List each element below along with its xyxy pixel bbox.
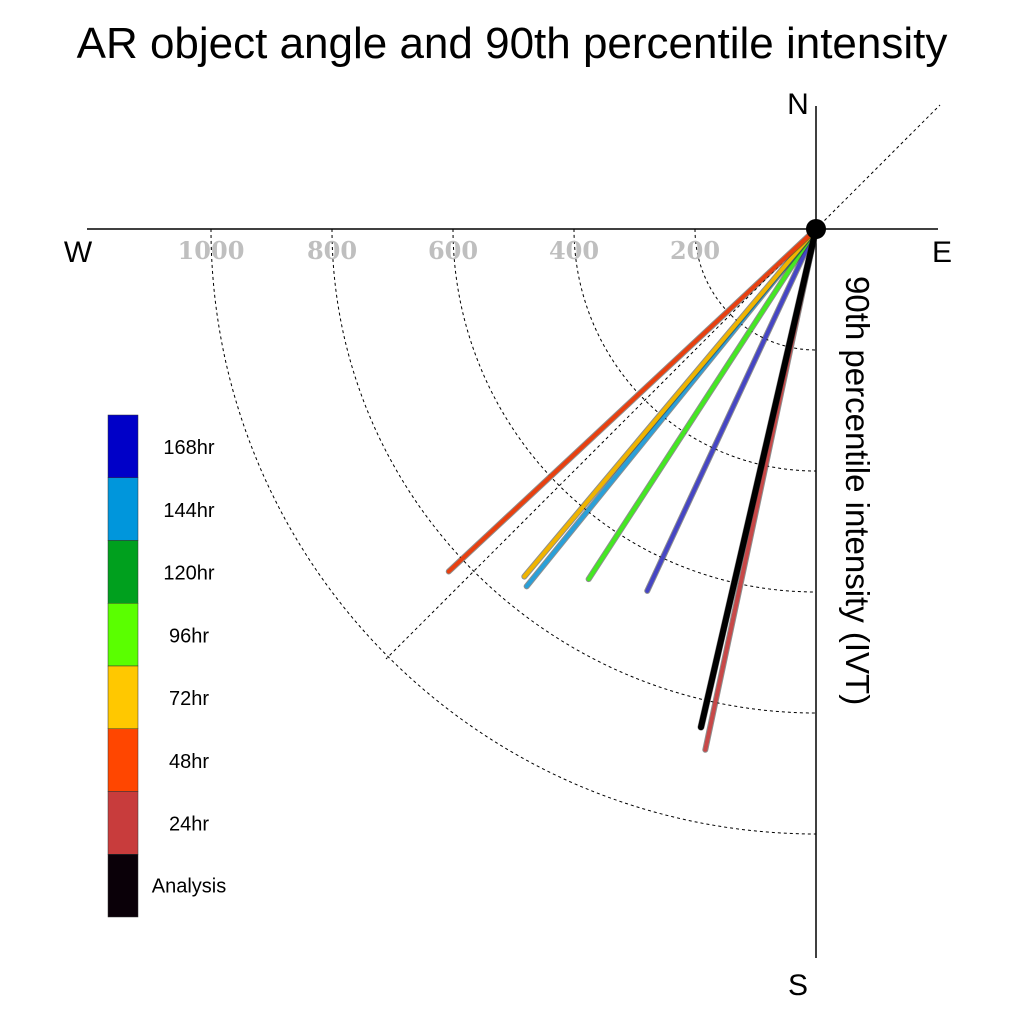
vector-96hr — [585, 226, 819, 583]
legend-swatch-24hr — [107, 791, 139, 855]
legend-swatch-144hr — [107, 477, 139, 541]
chart-title: AR object angle and 90th percentile inte… — [77, 19, 948, 68]
compass-west: W — [64, 236, 93, 269]
compass-north: N — [787, 88, 809, 121]
origin-marker — [806, 219, 826, 239]
legend-swatch-168hr — [107, 414, 139, 478]
compass-east: E — [932, 236, 952, 269]
vector-analysis — [697, 225, 820, 731]
tick-label-600: 600 — [428, 236, 478, 265]
tick-label-200: 200 — [670, 236, 720, 265]
legend-label-48hr: 48hr — [169, 751, 209, 773]
legend-label-24hr: 24hr — [169, 814, 209, 836]
diagonal-guide-ne — [815, 104, 941, 230]
tick-label-400: 400 — [549, 236, 599, 265]
legend-swatch-analysis — [107, 854, 139, 918]
vector-72hr — [521, 226, 819, 580]
legend-label-72hr: 72hr — [169, 688, 209, 710]
tick-label-800: 800 — [307, 236, 357, 265]
radial-tick-labels: 200 400 600 800 1000 — [178, 236, 720, 265]
legend-swatch-72hr — [107, 665, 139, 729]
grid-arc-1000 — [210, 228, 817, 835]
legend-label-120hr: 120hr — [163, 563, 214, 585]
legend-swatch-48hr — [107, 728, 139, 792]
legend-label-analysis: Analysis — [152, 875, 226, 897]
legend-label-168hr: 168hr — [163, 437, 214, 459]
legend-swatch-96hr — [107, 603, 139, 667]
tick-label-1000: 1000 — [178, 236, 245, 265]
compass-south: S — [788, 969, 808, 1002]
legend-label-144hr: 144hr — [163, 500, 214, 522]
legend: 168hr 144hr 120hr 96hr 72hr 48hr 24hr Analysis — [107, 414, 226, 918]
y-axis-label: 90th percentile intensity (IVT) — [839, 276, 876, 705]
series-vectors — [445, 225, 820, 753]
vector-48hr — [445, 226, 819, 575]
legend-label-96hr: 96hr — [169, 625, 209, 647]
diagonal-guide-sw — [385, 228, 817, 660]
grid-arc-800 — [331, 228, 817, 714]
vector-168hr — [644, 226, 819, 594]
legend-swatch-120hr — [107, 540, 139, 604]
